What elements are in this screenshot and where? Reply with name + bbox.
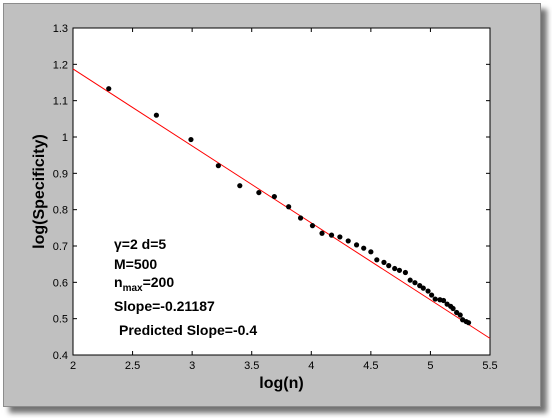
data-point bbox=[361, 245, 367, 251]
y-tick-label: 0.4 bbox=[53, 350, 68, 362]
data-point bbox=[407, 277, 413, 283]
data-point bbox=[392, 265, 398, 272]
data-point bbox=[432, 296, 438, 302]
scatter-chart: 2 2.5 3 3.5 4 4.5 5 5.5 0.4 0.5 0.6 0.7 0.8 0.9 1 1.1 1.… bbox=[31, 23, 498, 392]
data-point bbox=[297, 215, 304, 221]
y-tick-label: 0.6 bbox=[53, 277, 68, 289]
data-point bbox=[337, 234, 343, 240]
data-point bbox=[368, 249, 374, 255]
data-point bbox=[353, 242, 360, 248]
y-tick-label: 0.7 bbox=[53, 241, 68, 253]
data-point bbox=[319, 230, 325, 236]
x-tick-label: 5.5 bbox=[482, 360, 497, 372]
x-tick-label: 4 bbox=[308, 360, 314, 372]
y-tick-label: 0.8 bbox=[53, 205, 68, 217]
data-point bbox=[271, 193, 277, 200]
data-point bbox=[425, 288, 431, 294]
annotation-nmax-sub: max bbox=[123, 283, 143, 294]
data-point bbox=[237, 183, 243, 189]
y-tick-label: 1.3 bbox=[53, 23, 68, 35]
y-tick-label: 1.1 bbox=[53, 96, 68, 108]
data-point bbox=[381, 259, 387, 265]
data-point bbox=[153, 112, 159, 118]
y-tick-label: 1.2 bbox=[53, 59, 68, 71]
y-tick-label: 1 bbox=[62, 132, 68, 144]
annotation-slope: Slope=-0.21187 bbox=[114, 298, 215, 314]
data-point bbox=[386, 263, 392, 269]
annotation-gamma-d: γ=2 d=5 bbox=[114, 236, 166, 252]
data-point bbox=[450, 305, 456, 312]
annotation-m: M=500 bbox=[114, 256, 157, 272]
data-point bbox=[286, 204, 292, 210]
x-tick-label: 2.5 bbox=[125, 360, 140, 372]
data-point bbox=[429, 292, 435, 298]
data-point bbox=[188, 136, 194, 143]
data-point bbox=[215, 163, 221, 169]
data-point bbox=[457, 312, 463, 318]
y-tick-label: 0.5 bbox=[53, 314, 68, 326]
data-point bbox=[412, 280, 418, 286]
annotation-nmax-value: =200 bbox=[143, 274, 175, 290]
fit-line bbox=[72, 68, 491, 339]
y-axis-label: log(Specificity) bbox=[31, 134, 48, 249]
x-tick-label: 2 bbox=[70, 360, 76, 372]
x-tick-label: 3.5 bbox=[244, 360, 259, 372]
x-axis-label: log(n) bbox=[259, 375, 303, 392]
data-point bbox=[440, 297, 447, 304]
annotation-block: γ=2 d=5 M=500 nmax=200 Slope=-0.21187 Pr… bbox=[114, 236, 257, 338]
data-point bbox=[402, 269, 409, 276]
x-tick-label: 5 bbox=[427, 360, 433, 372]
data-point bbox=[420, 285, 426, 291]
x-tick-label: 3 bbox=[189, 360, 195, 372]
data-point bbox=[256, 189, 262, 196]
data-point bbox=[465, 320, 472, 326]
annotation-predicted-slope: Predicted Slope=-0.4 bbox=[119, 322, 257, 338]
data-point bbox=[328, 232, 335, 238]
x-tick-label: 4.5 bbox=[363, 360, 378, 372]
plot-area bbox=[72, 27, 491, 356]
annotation-nmax: nmax=200 bbox=[114, 274, 174, 294]
data-point bbox=[374, 257, 380, 263]
data-point bbox=[106, 86, 112, 92]
data-point bbox=[396, 267, 403, 273]
annotation-nmax-base: n bbox=[114, 274, 123, 290]
y-tick-label: 0.9 bbox=[53, 168, 68, 180]
data-point bbox=[345, 238, 351, 244]
data-point bbox=[309, 223, 316, 229]
figure-window: 2 2.5 3 3.5 4 4.5 5 5.5 0.4 0.5 0.6 0.7 0.8 0.9 1 1.1 1.… bbox=[3, 3, 541, 407]
